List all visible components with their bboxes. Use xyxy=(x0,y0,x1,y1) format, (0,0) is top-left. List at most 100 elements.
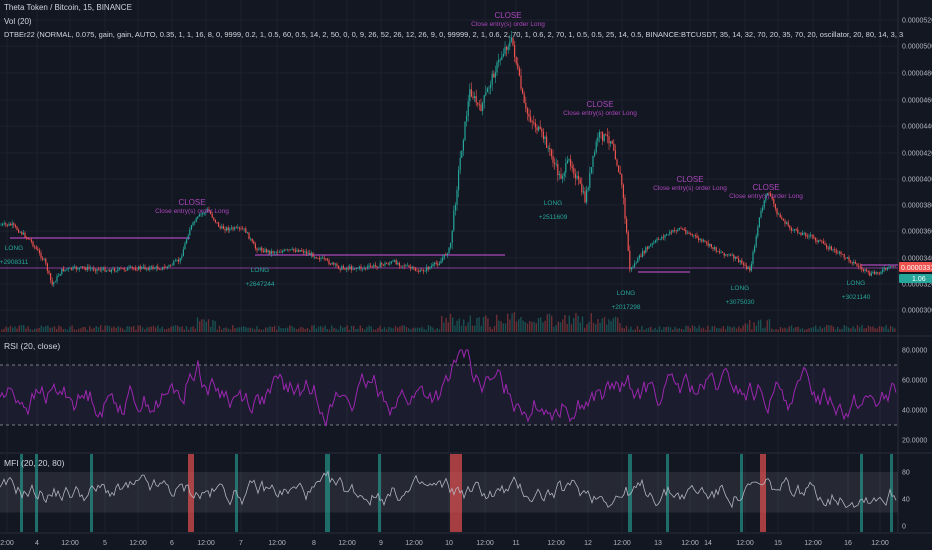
rsi-pane[interactable] xyxy=(0,349,898,427)
candle-body xyxy=(251,238,253,242)
candle-body xyxy=(349,266,351,270)
volume-bar xyxy=(216,329,218,332)
mfi-title[interactable]: MFI (20, 20, 80) xyxy=(4,458,65,468)
volume-bar xyxy=(174,325,177,332)
candle-body xyxy=(459,157,461,171)
candle-body xyxy=(453,210,455,231)
time-axis[interactable]: 2:00 4 12:00 5 12:00 6 12:00 7 12:00 8 12:00 9 12:00… xyxy=(0,540,889,547)
candle-body xyxy=(424,271,426,272)
volume-bar xyxy=(271,326,273,332)
volume-bar xyxy=(73,329,75,332)
candle-body xyxy=(502,53,504,57)
candle-body xyxy=(811,234,813,237)
candle-body xyxy=(845,257,847,259)
rsi-title[interactable]: RSI (20, close) xyxy=(4,341,61,351)
volume-bar xyxy=(51,327,53,332)
volume-bar xyxy=(507,313,509,332)
candle-body xyxy=(117,269,119,271)
candle-body xyxy=(594,152,596,156)
candle-body xyxy=(614,150,616,160)
candle-body xyxy=(262,250,264,253)
candle-body xyxy=(557,164,559,176)
volume-bar xyxy=(623,328,625,332)
volume-bar xyxy=(544,320,546,332)
time-tick-label: 12:00 xyxy=(736,540,754,547)
candle-body xyxy=(10,223,12,226)
candle-body xyxy=(224,229,226,231)
candle-body xyxy=(490,84,492,88)
volume-bar xyxy=(691,325,694,332)
volume-bar xyxy=(302,327,304,332)
candle-body xyxy=(14,224,16,227)
volume-bar xyxy=(419,327,421,332)
candle-body xyxy=(642,251,644,257)
candle-body xyxy=(110,269,112,272)
candle-body xyxy=(786,222,788,224)
candle-body xyxy=(147,268,149,270)
volume-bar xyxy=(716,328,718,332)
candle-body xyxy=(386,263,388,264)
candle-body xyxy=(210,211,212,214)
time-tick-label: 12:00 xyxy=(129,540,147,547)
strategy-params[interactable]: DTBEr22 (NORMAL, 0.075, gain, gain, AUTO… xyxy=(4,30,904,39)
candle-body xyxy=(291,248,293,250)
candle-body xyxy=(646,247,648,249)
volume-bar xyxy=(342,327,344,332)
candle-body xyxy=(362,268,364,270)
candle-body xyxy=(770,193,772,197)
price-candles[interactable] xyxy=(0,30,896,288)
volume-indicator-title[interactable]: Vol (20) xyxy=(4,17,32,26)
volume-bar xyxy=(14,326,16,332)
volume-bar xyxy=(724,329,727,332)
volume-bar xyxy=(828,325,830,332)
candle-body xyxy=(701,239,703,242)
volume-bar xyxy=(630,326,632,332)
candle-body xyxy=(290,249,292,251)
candle-body xyxy=(589,172,591,188)
candle-body xyxy=(610,141,612,144)
candle-body xyxy=(859,266,861,268)
candle-body xyxy=(50,273,52,281)
volume-bar xyxy=(78,328,80,332)
candle-body xyxy=(734,256,736,259)
volume-bar xyxy=(229,329,232,332)
candle-body xyxy=(838,251,840,254)
candle-body xyxy=(645,247,647,253)
volume-bar xyxy=(137,325,139,332)
candle-body xyxy=(890,266,892,267)
volume-bar xyxy=(685,325,687,332)
mfi-oversold-zone xyxy=(860,454,863,532)
candle-body xyxy=(595,141,597,153)
volume-bar xyxy=(606,324,608,332)
volume-bar xyxy=(157,325,159,332)
candle-body xyxy=(94,270,96,271)
volume-bar xyxy=(7,327,9,332)
candle-body xyxy=(683,229,685,231)
candle-body xyxy=(414,268,416,271)
volume-bar xyxy=(36,328,38,332)
candle-body xyxy=(498,59,500,63)
volume-bar xyxy=(617,317,619,332)
candle-body xyxy=(587,187,589,190)
volume-bar xyxy=(504,323,507,332)
candle-body xyxy=(438,263,440,265)
rsi-tick-label: 20.0000 xyxy=(902,438,927,445)
candle-body xyxy=(536,127,538,131)
volume-bar xyxy=(709,329,711,332)
candle-body xyxy=(186,239,188,244)
candle-body xyxy=(830,246,832,250)
volume-bar xyxy=(27,326,29,332)
candle-body xyxy=(653,242,655,244)
time-tick-label: 4 xyxy=(35,540,39,547)
volume-bar xyxy=(139,325,141,332)
price-axis[interactable]: 0.00005200 0.00005000 0.00004800 0.00004600… xyxy=(899,18,932,531)
volume-bar xyxy=(784,327,786,332)
candle-body xyxy=(514,45,516,57)
volume-bar xyxy=(500,321,502,332)
volume-bar xyxy=(430,326,432,332)
candle-body xyxy=(603,134,605,141)
volume-bar xyxy=(850,328,852,332)
mfi-pane[interactable] xyxy=(0,454,898,532)
